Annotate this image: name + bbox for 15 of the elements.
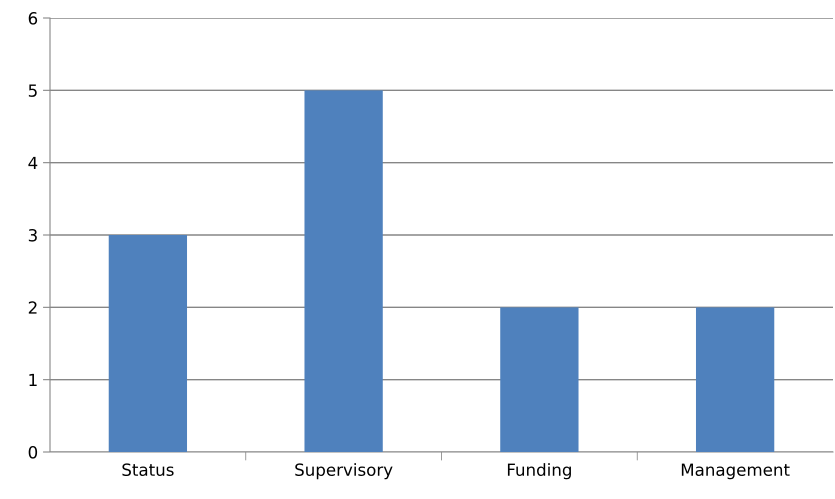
x-tick-label: Funding: [508, 463, 571, 480]
x-tick-label: Management: [682, 464, 790, 480]
y-tick-label: 4: [28, 156, 38, 169]
y-tick-label: 3: [28, 228, 37, 242]
bar: [500, 307, 579, 452]
bar: [108, 235, 188, 452]
x-tick-label: Status: [122, 463, 174, 476]
bar: [304, 90, 383, 452]
y-tick-label: 5: [28, 84, 37, 97]
y-tick-label: 2: [28, 301, 37, 314]
y-tick-label: 1: [29, 374, 37, 386]
bar: [696, 307, 774, 452]
x-tick-label: Supervisory: [295, 463, 393, 480]
y-tick-label: 6: [28, 12, 38, 25]
y-tick-label: 0: [28, 446, 38, 459]
